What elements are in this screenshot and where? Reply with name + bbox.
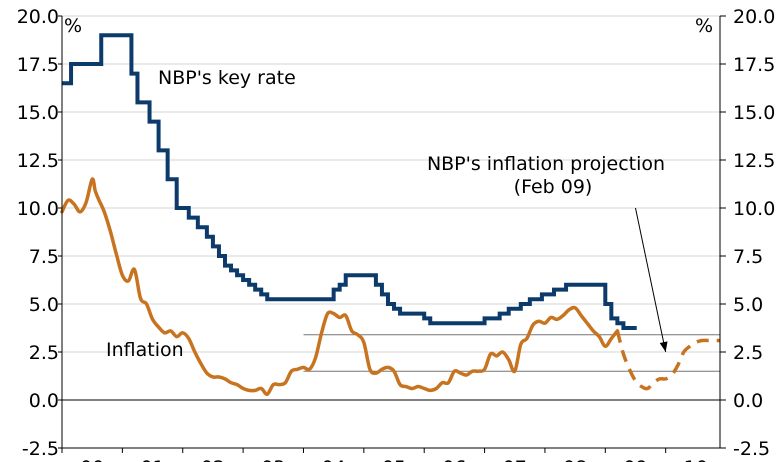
series-layer (60, 33, 720, 396)
y-tick-label-right: 17.5 (733, 54, 775, 76)
x-tick-label: 10 (684, 457, 708, 462)
y-tick-label-left: 15.0 (17, 102, 59, 124)
x-tick-label: 03 (261, 457, 285, 462)
x-tick-label: 07 (503, 457, 527, 462)
y-unit-right: % (695, 15, 713, 37)
x-tick-label: 08 (563, 457, 587, 462)
label-layer: % % NBP's key rate Inflation NBP's infla… (17, 6, 776, 462)
x-tick-label: 05 (382, 457, 406, 462)
x-tick-label: 02 (201, 457, 225, 462)
series-key-rate (62, 33, 637, 330)
y-tick-label-right: 10.0 (733, 198, 775, 220)
y-tick-label-right: 5.0 (733, 294, 763, 316)
series-inflation (60, 177, 620, 396)
y-tick-label-right: 2.5 (733, 342, 763, 364)
x-tick-label: 09 (623, 457, 647, 462)
y-tick-label-right: 15.0 (733, 102, 775, 124)
y-tick-label-right: -2.5 (733, 438, 770, 460)
y-tick-label-left: -2.5 (22, 438, 59, 460)
key-rate-label: NBP's key rate (158, 67, 296, 89)
projection-arrow-head (659, 341, 668, 352)
projection-label-line2: (Feb 09) (514, 176, 593, 198)
x-tick-label: 04 (322, 457, 346, 462)
y-tick-label-left: 17.5 (17, 54, 59, 76)
x-tick-label: 01 (140, 457, 164, 462)
projection-label-line1: NBP's inflation projection (427, 153, 665, 175)
series-projection (615, 330, 720, 391)
y-tick-label-left: 7.5 (29, 246, 59, 268)
y-tick-label-left: 2.5 (29, 342, 59, 364)
y-tick-label-right: 20.0 (733, 6, 775, 28)
inflation-label: Inflation (106, 339, 184, 361)
projection-arrow-line (634, 207, 667, 353)
y-tick-label-left: 5.0 (29, 294, 59, 316)
y-tick-label-right: 12.5 (733, 150, 775, 172)
y-tick-label-right: 0.0 (733, 390, 763, 412)
y-tick-label-left: 20.0 (17, 6, 59, 28)
y-unit-left: % (64, 15, 82, 37)
y-tick-label-left: 10.0 (17, 198, 59, 220)
x-tick-label: 00 (80, 457, 104, 462)
y-tick-label-right: 7.5 (733, 246, 763, 268)
y-tick-label-left: 0.0 (29, 390, 59, 412)
axes-layer (58, 15, 726, 453)
x-tick-label: 06 (442, 457, 466, 462)
y-tick-label-left: 12.5 (17, 150, 59, 172)
